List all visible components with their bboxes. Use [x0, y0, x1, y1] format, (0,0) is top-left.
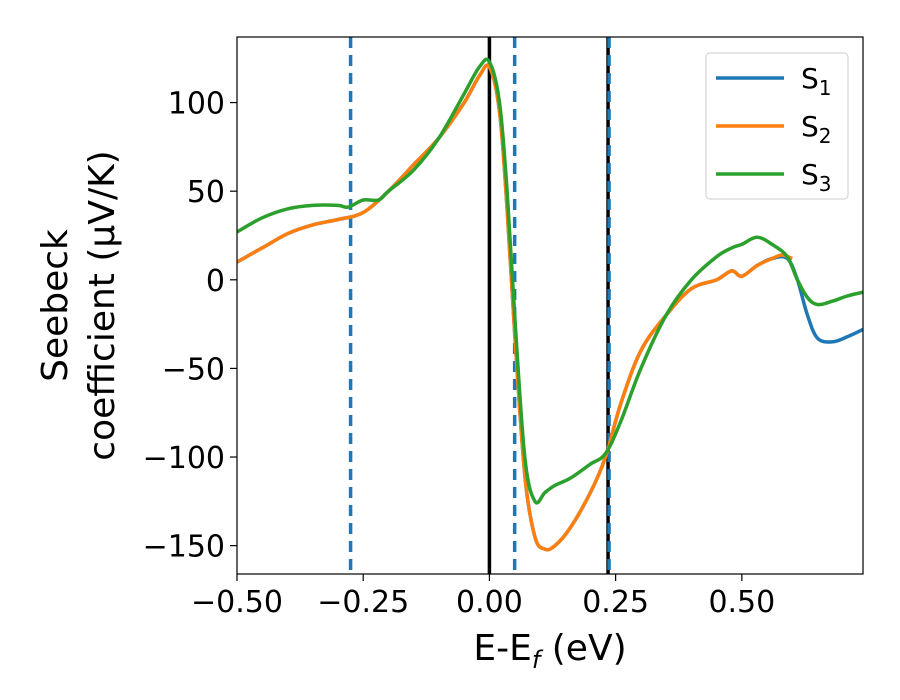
x-tick-label: 0.00 [456, 585, 523, 620]
x-axis-title: E-Ef (eV) [473, 628, 626, 674]
x-tick-label: −0.50 [191, 585, 283, 620]
x-tick-label: 0.50 [708, 585, 775, 620]
y-axis-title-line1: Seebeck [35, 229, 76, 382]
legend: S1 S2 S3 [705, 52, 849, 200]
y-axis-title-line2: coefficient (μV/K) [82, 150, 123, 460]
x-tick-label: −0.25 [317, 585, 409, 620]
legend-label-s2: S2 [801, 110, 832, 148]
y-tick-label: −50 [162, 352, 225, 387]
series-line-s3 [237, 57, 863, 505]
y-tick-label: 0 [206, 264, 225, 299]
tick-layer: −0.50 −0.25 0.00 0.25 0.50 −150 −100 −50 0 50 100 [143, 87, 776, 620]
legend-label-s3: S3 [801, 158, 832, 196]
plot-frame [236, 36, 864, 575]
series-line-s2 [237, 63, 793, 552]
series-layer [237, 57, 863, 552]
x-tick-label: 0.25 [582, 585, 649, 620]
y-tick-label: −100 [143, 441, 225, 476]
y-tick-label: 100 [168, 87, 225, 122]
y-tick-label: −150 [143, 530, 225, 565]
vline-layer [348, 37, 611, 574]
y-tick-label: 50 [187, 175, 225, 210]
legend-label-s1: S1 [801, 62, 832, 100]
